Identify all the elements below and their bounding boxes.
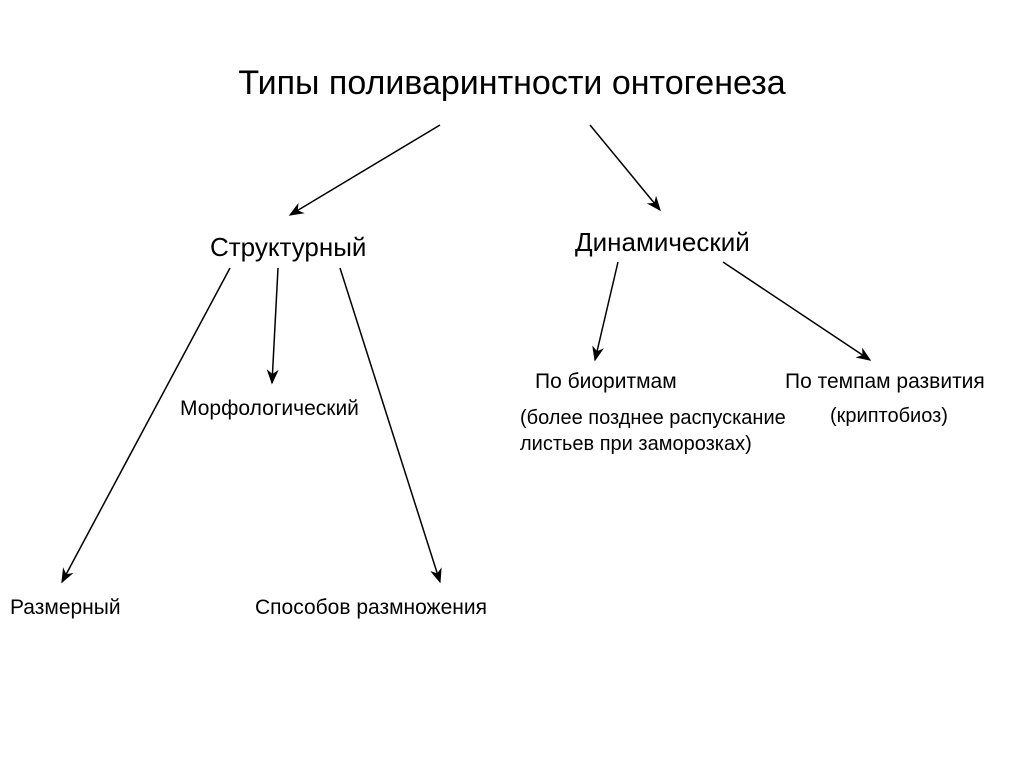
node-dimensional: Размерный (10, 596, 121, 620)
node-dynamic: Динамический (575, 227, 750, 258)
node-morphological: Морфологический (180, 397, 359, 421)
node-biorhythms-sub: (более позднее распускание листьев при з… (520, 405, 800, 457)
node-tempo-sub: (криптобиоз) (830, 405, 948, 428)
diagram-title: Типы поливаринтности онтогенеза (0, 64, 1024, 103)
node-structural: Структурный (210, 232, 366, 263)
node-tempo: По темпам развития (785, 370, 985, 394)
node-reproduction: Способов размножения (255, 596, 487, 620)
node-biorhythms: По биоритмам (535, 370, 677, 394)
